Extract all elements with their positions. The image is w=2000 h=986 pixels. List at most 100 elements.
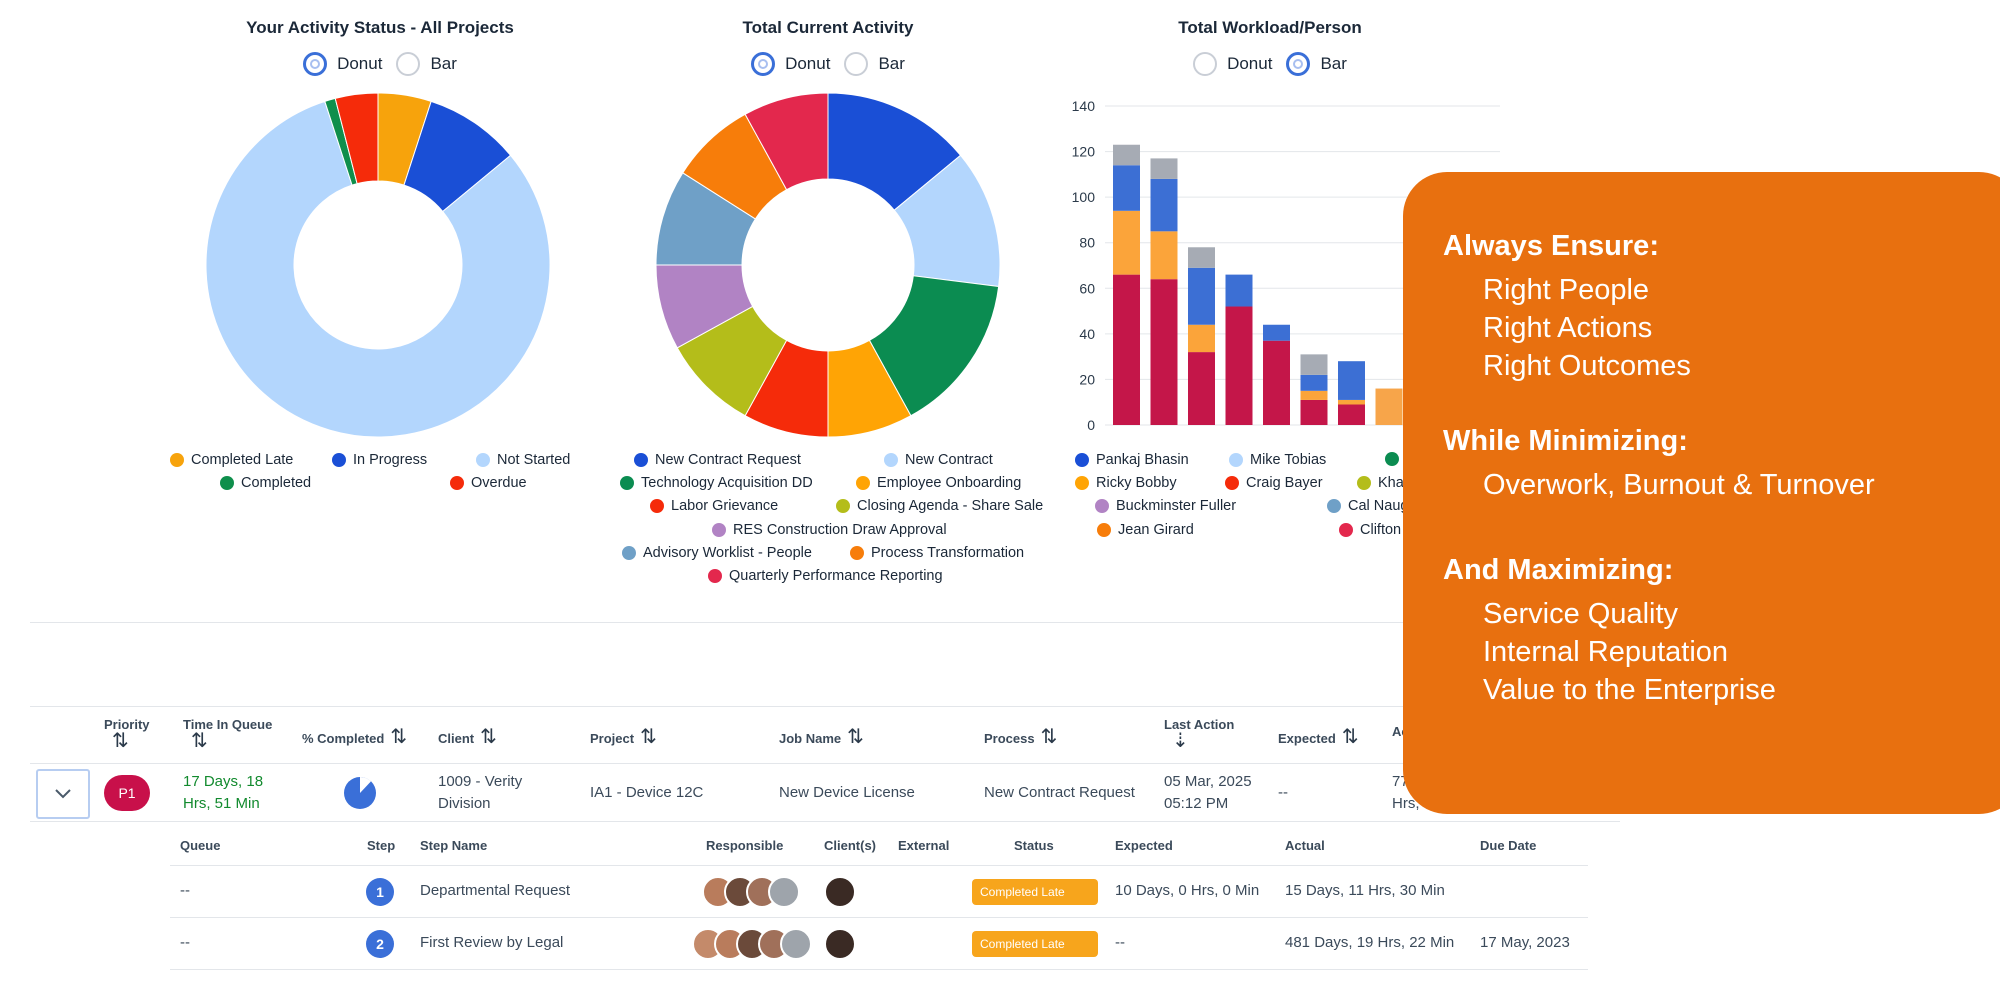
bar-segment[interactable] xyxy=(1188,324,1215,353)
legend-labor-grievance[interactable]: Labor Grievance xyxy=(650,498,778,514)
bar-segment[interactable] xyxy=(1188,267,1215,325)
donut-option[interactable]: Donut xyxy=(303,52,382,76)
bar-segment[interactable] xyxy=(1300,399,1328,425)
legend-cal-naug[interactable]: Cal Naug xyxy=(1327,498,1405,514)
legend-new-contract-request[interactable]: New Contract Request xyxy=(634,452,801,468)
header-time-in-queue[interactable]: Time In Queue ⇅ xyxy=(183,717,273,752)
bar-option[interactable]: Bar xyxy=(844,52,905,76)
callout-item: Internal Reputation xyxy=(1483,636,1729,668)
legend-technology-acquisition[interactable]: Technology Acquisition DD xyxy=(620,475,813,491)
bar-segment[interactable] xyxy=(1338,399,1365,405)
legend-quarterly-performance[interactable]: Quarterly Performance Reporting xyxy=(708,568,943,584)
bar-segment[interactable] xyxy=(1375,388,1403,425)
legend-completed-late[interactable]: Completed Late xyxy=(170,452,293,468)
y-tick-label: 0 xyxy=(1087,417,1095,433)
client-cell: 1009 - Verity Division xyxy=(438,773,523,812)
table-row[interactable]: P1 17 Days, 18 Hrs, 51 Min 1009 - Verity D… xyxy=(30,764,1620,822)
header-process[interactable]: Process ⇅ xyxy=(984,726,1058,748)
bar-segment[interactable] xyxy=(1113,144,1140,166)
legend-craig-bayer[interactable]: Craig Bayer xyxy=(1225,475,1323,491)
donut-option[interactable]: Donut xyxy=(751,52,830,76)
legend-employee-onboarding[interactable]: Employee Onboarding xyxy=(856,475,1021,491)
legend-pankaj-bhasin[interactable]: Pankaj Bhasin xyxy=(1075,452,1189,468)
bar-segment[interactable] xyxy=(1225,306,1253,425)
last-action-cell: 05 Mar, 2025 05:12 PM xyxy=(1164,773,1252,812)
header-job-name[interactable]: Job Name ⇅ xyxy=(779,726,864,748)
legend-jean-girard[interactable]: Jean Girard xyxy=(1097,522,1194,538)
responsible-avatars[interactable] xyxy=(702,876,800,908)
bar-option-label: Bar xyxy=(430,54,457,73)
bar-segment[interactable] xyxy=(1150,279,1178,425)
callout-item: Service Quality xyxy=(1483,598,1679,630)
header-last-action[interactable]: Last Action ⇣ xyxy=(1164,717,1235,752)
donut-slice-quarterly-performance-reporting[interactable] xyxy=(744,92,829,191)
bar-option[interactable]: Bar xyxy=(396,52,457,76)
bar-segment[interactable] xyxy=(1188,352,1215,425)
legend-closing-agenda[interactable]: Closing Agenda - Share Sale xyxy=(836,498,1043,514)
legend-in-progress[interactable]: In Progress xyxy=(332,452,427,468)
legend-mike-tobias[interactable]: Mike Tobias xyxy=(1229,452,1326,468)
sort-icon: ⇅ xyxy=(390,726,408,748)
legend-process-transformation[interactable]: Process Transformation xyxy=(850,545,1024,561)
legend-not-started[interactable]: Not Started xyxy=(476,452,570,468)
step-queue: -- xyxy=(180,882,190,899)
client-avatars[interactable] xyxy=(824,928,856,960)
legend-completed[interactable]: Completed xyxy=(220,475,311,491)
bar-segment[interactable] xyxy=(1113,210,1140,275)
subheader-responsible: Responsible xyxy=(706,838,784,853)
legend-res-construction[interactable]: RES Construction Draw Approval xyxy=(712,522,947,538)
step-number: 2 xyxy=(366,930,394,958)
legend-buckminster-fuller[interactable]: Buckminster Fuller xyxy=(1095,498,1236,514)
status-badge: Completed Late xyxy=(972,931,1098,957)
bar-segment[interactable] xyxy=(1188,247,1215,268)
current-activity-donut xyxy=(655,92,1001,438)
header-project[interactable]: Project ⇅ xyxy=(590,726,657,748)
bar-segment[interactable] xyxy=(1113,274,1140,425)
header-completed[interactable]: % Completed ⇅ xyxy=(302,726,408,748)
bar-segment[interactable] xyxy=(1263,324,1290,341)
bar-segment[interactable] xyxy=(1338,361,1365,400)
legend-advisory-worklist[interactable]: Advisory Worklist - People xyxy=(622,545,812,561)
legend-clifton[interactable]: Clifton xyxy=(1339,522,1401,538)
sort-icon: ⇅ xyxy=(112,730,129,752)
legend-new-contract[interactable]: New Contract xyxy=(884,452,993,468)
bar-segment[interactable] xyxy=(1300,354,1328,375)
current-activity-panel: Total Current Activity Donut Bar xyxy=(608,0,1048,500)
bar-option-label: Bar xyxy=(1320,54,1347,73)
step-number: 1 xyxy=(366,878,394,906)
workload-title: Total Workload/Person xyxy=(1178,18,1362,37)
client-avatars[interactable] xyxy=(824,876,856,908)
legend-overdue[interactable]: Overdue xyxy=(450,475,527,491)
step-row[interactable]: -- 1 Departmental Request Completed Late… xyxy=(170,866,1588,918)
legend-kha[interactable]: Kha xyxy=(1357,475,1404,491)
bar-option[interactable]: Bar xyxy=(1286,52,1347,76)
bar-segment[interactable] xyxy=(1300,390,1328,400)
bar-segment[interactable] xyxy=(1150,231,1178,280)
header-expected[interactable]: Expected ⇅ xyxy=(1278,726,1359,748)
donut-slice-not-started[interactable] xyxy=(205,100,551,438)
step-row[interactable]: -- 2 First Review by Legal Completed Lat… xyxy=(170,918,1588,970)
y-tick-label: 20 xyxy=(1079,371,1095,387)
bar-segment[interactable] xyxy=(1150,158,1178,179)
y-tick-label: 60 xyxy=(1079,280,1095,296)
legend-ricky-bobby[interactable]: Ricky Bobby xyxy=(1075,475,1177,491)
radio-selected-icon xyxy=(1286,52,1311,76)
sort-icon: ⇅ xyxy=(191,730,208,752)
bar-segment[interactable] xyxy=(1225,274,1253,307)
legend-green-person[interactable] xyxy=(1385,452,1399,466)
workload-toggle: Donut Bar xyxy=(1040,52,1500,76)
responsible-avatars[interactable] xyxy=(692,928,812,960)
donut-slice-overdue[interactable] xyxy=(334,92,379,185)
header-priority[interactable]: Priority ⇅ xyxy=(104,717,150,752)
section-divider xyxy=(30,622,1620,623)
header-client[interactable]: Client ⇅ xyxy=(438,726,497,748)
bar-segment[interactable] xyxy=(1150,178,1178,232)
bar-segment[interactable] xyxy=(1263,340,1290,425)
jobs-table-header: Priority ⇅ Time In Queue ⇅ % Completed ⇅ Cl… xyxy=(30,706,1620,764)
bar-segment[interactable] xyxy=(1113,165,1140,211)
step-expected: -- xyxy=(1115,934,1125,951)
bar-segment[interactable] xyxy=(1338,404,1365,425)
expand-row-button[interactable] xyxy=(36,769,90,819)
donut-option[interactable]: Donut xyxy=(1193,52,1272,76)
bar-segment[interactable] xyxy=(1300,374,1328,391)
